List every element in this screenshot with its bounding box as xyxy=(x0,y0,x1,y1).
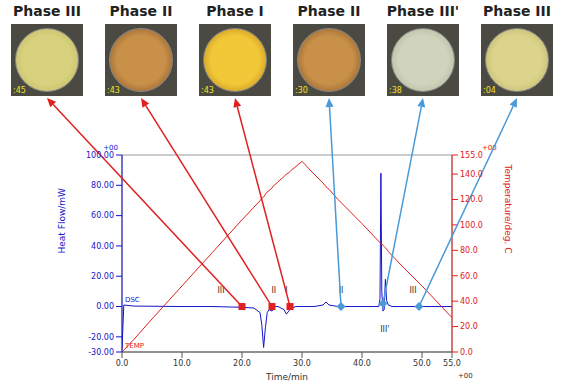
html-text::30: :30 xyxy=(295,86,308,95)
svg-text:II: II xyxy=(338,285,344,295)
svg-text:80.00: 80.00 xyxy=(91,181,114,190)
svg-text:II: II xyxy=(271,286,276,295)
svg-text:-20.00: -20.00 xyxy=(88,333,114,342)
svg-text:20.0: 20.0 xyxy=(460,322,478,331)
html-text::43: :43 xyxy=(107,86,120,95)
svg-text:0.0: 0.0 xyxy=(116,359,129,368)
svg-text:III: III xyxy=(409,286,416,295)
svg-text:100.0: 100.0 xyxy=(460,221,483,230)
svg-text:20.00: 20.00 xyxy=(91,272,114,281)
svg-text:20.0: 20.0 xyxy=(233,359,251,368)
html-text::45: :45 xyxy=(13,86,26,95)
html-text::04: :04 xyxy=(483,86,496,95)
html-text:Phase III: Phase III xyxy=(13,3,81,19)
html-text:Phase II: Phase II xyxy=(297,3,361,19)
svg-text:TEMP: TEMP xyxy=(124,342,144,350)
svg-text:Time/min: Time/min xyxy=(265,372,308,382)
svg-text:40.0: 40.0 xyxy=(460,297,478,306)
svg-text:40.0: 40.0 xyxy=(353,359,371,368)
svg-text:III: III xyxy=(217,285,225,295)
svg-text:100.00: 100.00 xyxy=(86,151,114,160)
svg-text:+00: +00 xyxy=(458,372,473,380)
svg-text:80.0: 80.0 xyxy=(460,246,478,255)
svg-text:-30.00: -30.00 xyxy=(88,348,114,357)
html-text:Phase II: Phase II xyxy=(109,3,173,19)
svg-text:+00: +00 xyxy=(103,144,118,152)
svg-text:+00: +00 xyxy=(482,144,497,152)
svg-text:DSC: DSC xyxy=(125,296,140,304)
svg-text:140.0: 140.0 xyxy=(460,170,483,179)
html-text::38: :38 xyxy=(389,86,402,95)
svg-text:III': III' xyxy=(380,325,389,334)
svg-text:Temperature/deg. C: Temperature/deg. C xyxy=(503,163,513,253)
html-text:Phase III: Phase III xyxy=(483,3,551,19)
svg-text:55.0: 55.0 xyxy=(443,359,461,368)
svg-text:10.0: 10.0 xyxy=(173,359,191,368)
svg-text:120.0: 120.0 xyxy=(460,195,483,204)
svg-text:30.0: 30.0 xyxy=(293,359,311,368)
svg-text:Heat Flow/mW: Heat Flow/mW xyxy=(57,188,67,254)
html-text:Phase III': Phase III' xyxy=(386,3,460,19)
html-text:Phase I: Phase I xyxy=(206,3,264,19)
svg-text:40.00: 40.00 xyxy=(91,242,114,251)
html-text::43: :43 xyxy=(201,86,214,95)
svg-text:0.00: 0.00 xyxy=(96,302,114,311)
svg-text:60.00: 60.00 xyxy=(91,211,114,220)
svg-text:0.0: 0.0 xyxy=(460,348,473,357)
svg-text:155.0: 155.0 xyxy=(460,151,483,160)
svg-text:50.0: 50.0 xyxy=(413,359,431,368)
svg-text:60.0: 60.0 xyxy=(460,272,478,281)
